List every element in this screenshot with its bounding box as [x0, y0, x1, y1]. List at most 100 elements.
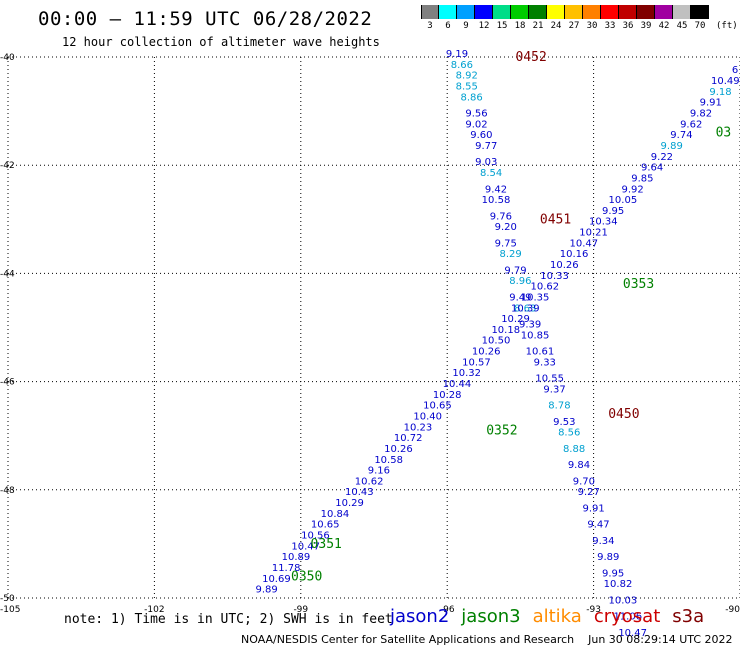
- wave-height-value: 10.21: [579, 228, 608, 239]
- wave-height-value: 10.26: [550, 260, 579, 271]
- wave-height-value: 8.63: [514, 303, 536, 314]
- y-tick-label: -46: [0, 378, 15, 388]
- legend-swatch: [511, 5, 529, 19]
- wave-height-value: 9.74: [670, 130, 692, 141]
- wave-height-value: 10.29: [501, 314, 530, 325]
- wave-height-value: 10.29: [335, 498, 364, 509]
- wave-height-value: 10.89: [282, 552, 311, 563]
- wave-height-value: 10.34: [589, 217, 618, 228]
- legend-swatch: [565, 5, 583, 19]
- wave-height-value: 10.05: [609, 195, 638, 206]
- chart-subtitle: 12 hour collection of altimeter wave hei…: [62, 35, 380, 49]
- wave-height-value: 9.70: [573, 476, 595, 487]
- legend-swatch: [601, 5, 619, 19]
- wave-height-value: 10.47: [291, 541, 320, 552]
- legend-swatch: [421, 5, 439, 19]
- wave-height-value: 9.56: [465, 109, 487, 120]
- wave-height-value: 9.79: [504, 265, 526, 276]
- legend-label: 30: [586, 21, 598, 31]
- wave-height-value: 10.47: [618, 628, 647, 639]
- wave-height-value: 8.92: [456, 71, 478, 82]
- legend-swatch: [439, 5, 457, 19]
- wave-height-value: 9.64: [641, 163, 663, 174]
- satellite-label-jason2: jason2: [390, 606, 450, 627]
- wave-height-value: 10.62: [355, 476, 384, 487]
- legend-swatch: [583, 5, 601, 19]
- y-tick-label: -44: [0, 269, 15, 279]
- wave-height-value: 10.43: [345, 487, 374, 498]
- legend-label: 18: [514, 21, 526, 31]
- wave-height-value: 9.37: [543, 384, 565, 395]
- wave-height-value: 9.19: [446, 49, 468, 60]
- wave-height-value: 9.16: [368, 466, 390, 477]
- wave-height-value: 10.44: [443, 379, 472, 390]
- wave-height-value: 10.65: [423, 401, 452, 412]
- wave-height-value: 10.18: [491, 325, 520, 336]
- legend-label: 36: [622, 21, 634, 31]
- wave-height-value: 8.66: [451, 60, 473, 71]
- legend-swatch: [655, 5, 673, 19]
- footnote: note: 1) Time is in UTC; 2) SWH is in fe…: [64, 612, 393, 627]
- wave-height-value: 8.29: [500, 249, 522, 260]
- wave-height-value: 9.95: [602, 206, 624, 217]
- legend-label: 21: [532, 21, 544, 31]
- wave-height-value: 10.33: [540, 271, 569, 282]
- legend-swatch: [691, 5, 709, 19]
- y-tick-label: -50: [0, 594, 15, 604]
- wave-height-value: 10.58: [374, 455, 403, 466]
- legend-label: 27: [568, 21, 580, 31]
- wave-height-value: 10.57: [462, 357, 491, 368]
- wave-height-value: 9.34: [592, 536, 614, 547]
- wave-height-value: 9.77: [475, 141, 497, 152]
- wave-height-value: 10.47: [570, 238, 599, 249]
- wave-height-value: 10.85: [521, 330, 550, 341]
- wave-height-value: 10.61: [526, 347, 555, 358]
- wave-height-value: 9.27: [578, 487, 600, 498]
- wave-height-value: 9.49: [509, 292, 531, 303]
- x-tick-label: -99: [293, 605, 308, 615]
- wave-height-value: 6: [732, 65, 738, 76]
- wave-height-value: 10.69: [262, 574, 291, 585]
- wave-height-value: 9.91: [700, 98, 722, 109]
- wave-height-value: 10.84: [321, 509, 350, 520]
- y-tick-label: -40: [0, 53, 15, 63]
- legend-label: 12: [478, 21, 490, 31]
- wave-height-value: 10.49: [711, 76, 740, 87]
- legend-label: 39: [640, 21, 652, 31]
- wave-height-value: 10.82: [604, 579, 633, 590]
- legend-label: 15: [496, 21, 508, 31]
- wave-height-value: 9.76: [490, 211, 512, 222]
- wave-height-value: 10.58: [482, 195, 511, 206]
- wave-height-value: 10.23: [404, 422, 433, 433]
- wave-height-value: 9.89: [597, 552, 619, 563]
- wave-height-value: 8.88: [563, 444, 585, 455]
- wave-height-value: 8.54: [480, 168, 502, 179]
- time-label: 0352: [486, 423, 517, 438]
- x-tick-label: -90: [725, 605, 740, 615]
- wave-height-value: 10.32: [452, 368, 481, 379]
- satellite-label-jason3: jason3: [461, 606, 521, 627]
- wave-height-value: 9.89: [661, 141, 683, 152]
- wave-height-value: 10.40: [413, 411, 442, 422]
- satellite-label-altika: altika: [532, 606, 582, 627]
- wave-height-value: 9.60: [470, 130, 492, 141]
- color-scale-legend: [421, 5, 709, 19]
- wave-height-value: 9.92: [622, 184, 644, 195]
- wave-height-value: 10.26: [384, 444, 413, 455]
- credit-line: NOAA/NESDIS Center for Satellite Applica…: [241, 633, 733, 646]
- legend-swatch: [457, 5, 475, 19]
- wave-height-value: 9.75: [495, 238, 517, 249]
- legend-label: 70: [694, 21, 706, 31]
- x-tick-label: -105: [0, 605, 20, 615]
- x-tick-label: -102: [144, 605, 164, 615]
- wave-height-value: 11.78: [272, 563, 301, 574]
- time-label: 0452: [516, 50, 547, 65]
- wave-height-value: 9.82: [690, 109, 712, 120]
- wave-height-value: 9.85: [631, 173, 653, 184]
- legend-label: 24: [550, 21, 562, 31]
- wave-height-value: 10.26: [472, 347, 501, 358]
- wave-height-value: 9.33: [534, 357, 556, 368]
- satellite-label-s3a: s3a: [672, 606, 705, 627]
- legend-label: 6: [445, 21, 451, 31]
- time-label: 03: [716, 126, 732, 141]
